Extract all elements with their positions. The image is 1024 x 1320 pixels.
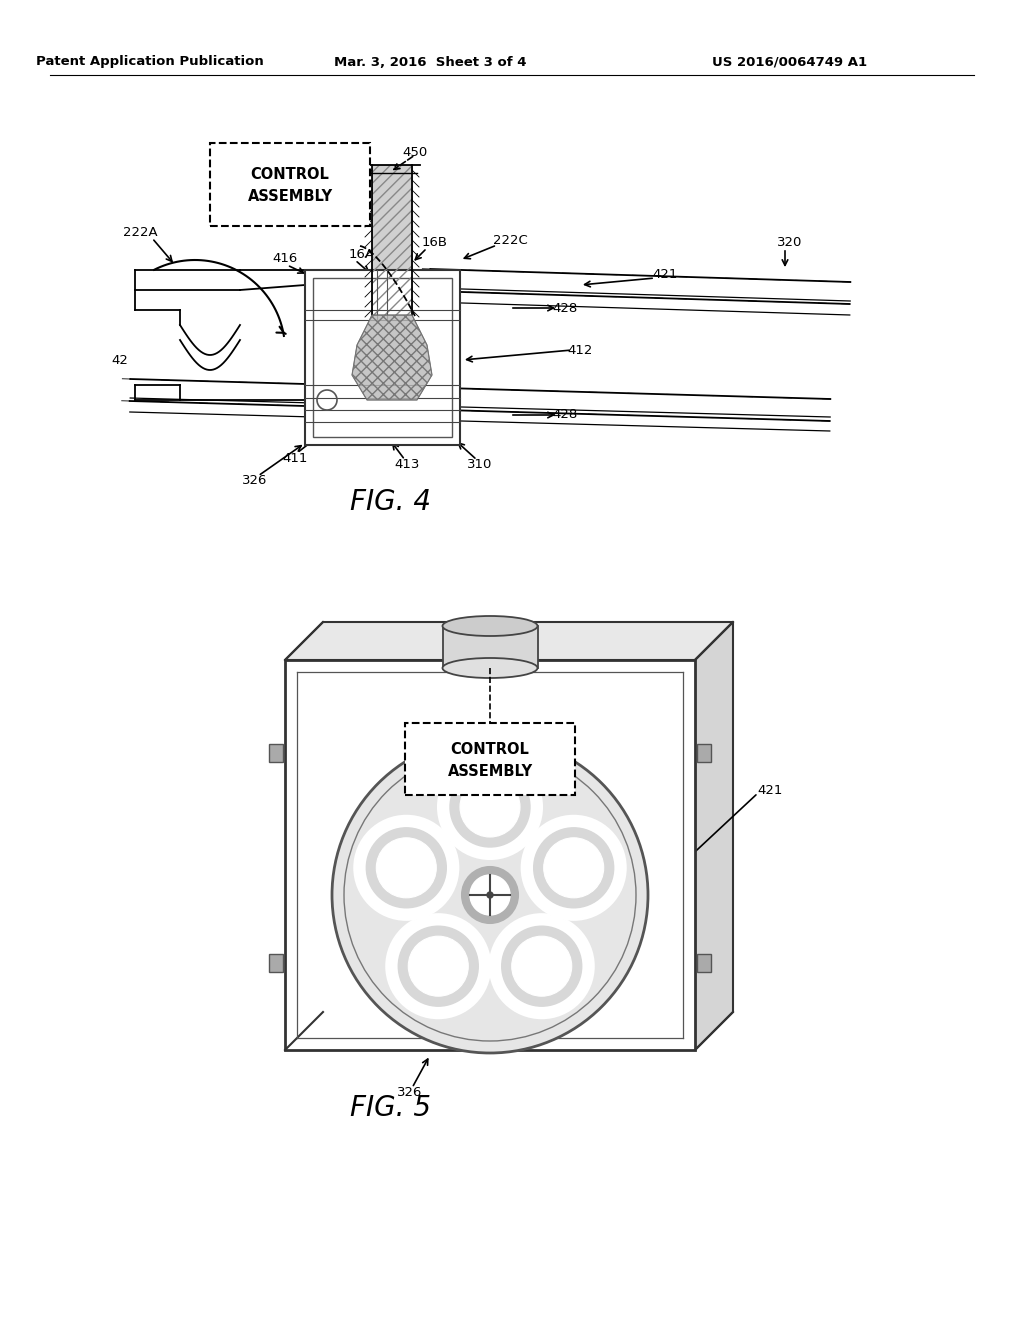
Text: 16A: 16A <box>349 248 375 261</box>
Text: 326: 326 <box>397 1085 423 1098</box>
Text: 416: 416 <box>538 983 562 997</box>
Circle shape <box>521 816 626 920</box>
Bar <box>313 279 452 437</box>
Bar <box>269 744 283 762</box>
Text: 320: 320 <box>777 235 803 248</box>
Bar <box>285 660 695 1049</box>
Circle shape <box>487 892 493 898</box>
Text: FIG. 4: FIG. 4 <box>349 488 430 516</box>
Text: 16B: 16B <box>422 235 449 248</box>
Bar <box>697 744 711 762</box>
Circle shape <box>398 927 478 1006</box>
Circle shape <box>462 867 518 923</box>
Text: ASSEMBLY: ASSEMBLY <box>248 189 333 205</box>
Text: 411: 411 <box>283 451 307 465</box>
Text: 450: 450 <box>592 731 617 744</box>
Text: CONTROL: CONTROL <box>251 168 330 182</box>
Text: US 2016/0064749 A1: US 2016/0064749 A1 <box>713 55 867 69</box>
Text: 421: 421 <box>758 784 782 796</box>
Circle shape <box>512 936 571 997</box>
Ellipse shape <box>442 657 538 678</box>
FancyBboxPatch shape <box>210 143 370 226</box>
Text: 418→: 418→ <box>351 396 385 409</box>
FancyBboxPatch shape <box>406 723 575 795</box>
Bar <box>269 954 283 972</box>
Text: 326: 326 <box>243 474 267 487</box>
Text: ASSEMBLY: ASSEMBLY <box>447 763 532 779</box>
Text: 413: 413 <box>394 458 420 471</box>
Polygon shape <box>695 622 733 1049</box>
Circle shape <box>502 927 582 1006</box>
Text: Patent Application Publication: Patent Application Publication <box>36 55 264 69</box>
Text: 222A: 222A <box>123 226 158 239</box>
Polygon shape <box>285 622 733 660</box>
Text: FIG. 5: FIG. 5 <box>349 1094 430 1122</box>
Text: 310: 310 <box>467 458 493 471</box>
Circle shape <box>376 838 436 898</box>
Polygon shape <box>352 315 432 400</box>
Circle shape <box>367 828 446 908</box>
Circle shape <box>409 936 468 997</box>
Text: 428: 428 <box>552 408 578 421</box>
Text: 222C: 222C <box>617 752 652 766</box>
Circle shape <box>438 755 542 859</box>
Text: 222C: 222C <box>493 234 527 247</box>
Text: 428: 428 <box>552 301 578 314</box>
Text: 450: 450 <box>402 145 428 158</box>
Text: 412: 412 <box>347 752 373 766</box>
Circle shape <box>332 737 648 1053</box>
Circle shape <box>386 915 490 1018</box>
Text: CONTROL: CONTROL <box>451 742 529 756</box>
Circle shape <box>354 816 459 920</box>
Circle shape <box>450 767 530 847</box>
Text: 412: 412 <box>567 343 593 356</box>
Text: 42: 42 <box>112 354 128 367</box>
Circle shape <box>460 777 520 837</box>
Bar <box>372 165 412 315</box>
Ellipse shape <box>442 616 538 636</box>
Bar <box>305 271 460 445</box>
Text: Mar. 3, 2016  Sheet 3 of 4: Mar. 3, 2016 Sheet 3 of 4 <box>334 55 526 69</box>
Bar <box>372 165 412 315</box>
Bar <box>697 954 711 972</box>
Circle shape <box>470 875 510 915</box>
Text: 421: 421 <box>652 268 678 281</box>
Bar <box>443 626 538 668</box>
Circle shape <box>544 838 604 898</box>
Text: 310: 310 <box>572 903 598 916</box>
Circle shape <box>489 915 594 1018</box>
Text: 416: 416 <box>272 252 298 264</box>
Circle shape <box>534 828 613 908</box>
